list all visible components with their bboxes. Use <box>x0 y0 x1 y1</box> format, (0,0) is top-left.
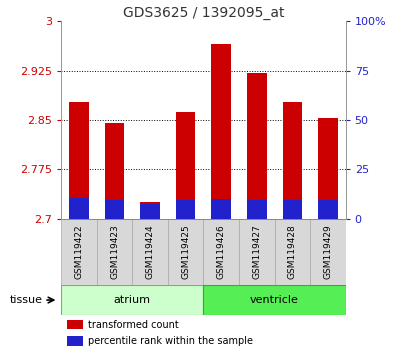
Text: GSM119427: GSM119427 <box>252 224 261 279</box>
Text: transformed count: transformed count <box>88 320 179 330</box>
Bar <box>211 44 231 219</box>
Bar <box>168 219 203 285</box>
Bar <box>105 123 124 219</box>
Bar <box>67 320 83 330</box>
Bar <box>282 200 302 219</box>
Text: GSM119429: GSM119429 <box>324 224 332 279</box>
Bar <box>318 200 338 219</box>
Bar <box>61 285 203 315</box>
Text: tissue: tissue <box>10 295 43 305</box>
Text: GSM119428: GSM119428 <box>288 224 297 279</box>
Text: atrium: atrium <box>114 295 151 305</box>
Bar <box>239 219 275 285</box>
Bar <box>247 200 267 219</box>
Bar <box>176 112 196 219</box>
Text: percentile rank within the sample: percentile rank within the sample <box>88 336 253 346</box>
Text: GSM119423: GSM119423 <box>110 224 119 279</box>
Text: ventricle: ventricle <box>250 295 299 305</box>
Bar <box>140 202 160 219</box>
Bar <box>61 219 97 285</box>
Bar <box>203 285 346 315</box>
Bar <box>318 118 338 219</box>
Text: GSM119426: GSM119426 <box>217 224 226 279</box>
Bar <box>140 204 160 219</box>
Bar <box>282 102 302 219</box>
Text: GSM119422: GSM119422 <box>75 224 83 279</box>
Bar <box>105 200 124 219</box>
Bar <box>67 336 83 346</box>
Bar <box>211 199 231 219</box>
Bar <box>97 219 132 285</box>
Text: GSM119424: GSM119424 <box>146 224 154 279</box>
Bar <box>132 219 168 285</box>
Title: GDS3625 / 1392095_at: GDS3625 / 1392095_at <box>123 6 284 20</box>
Text: GSM119425: GSM119425 <box>181 224 190 279</box>
Bar <box>310 219 346 285</box>
Bar <box>247 73 267 219</box>
Bar <box>203 219 239 285</box>
Bar <box>275 219 310 285</box>
Bar <box>69 198 89 219</box>
Bar <box>69 102 89 219</box>
Bar <box>176 200 196 219</box>
